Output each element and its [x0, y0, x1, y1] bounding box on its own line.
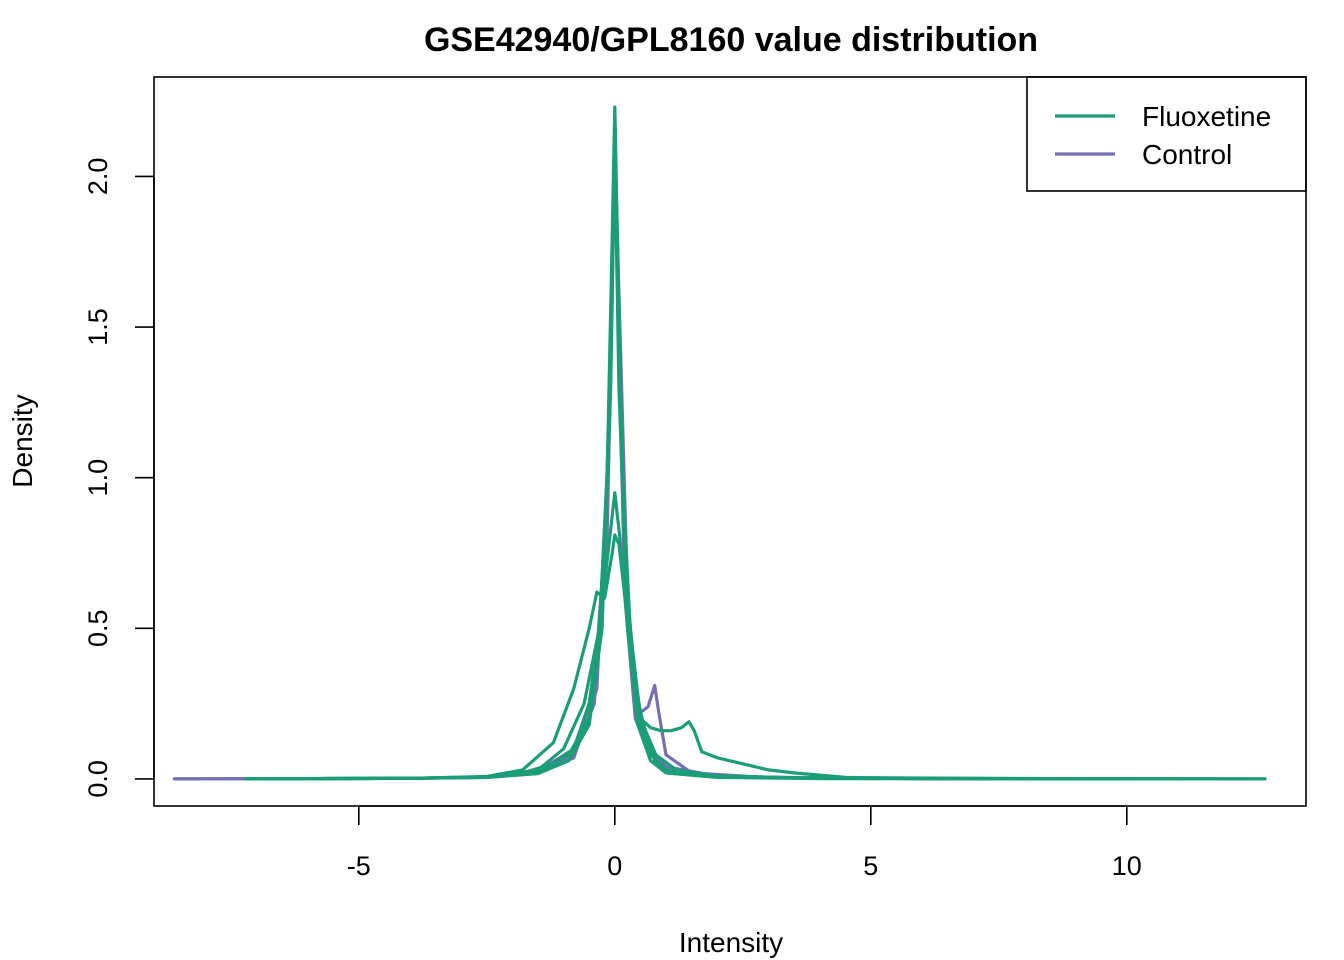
- x-tick-label: 0: [607, 851, 622, 881]
- density-curve-fluoxetine-5: [244, 533, 1267, 781]
- density-curve-fluoxetine-8: [244, 114, 1129, 781]
- x-tick-label: -5: [347, 851, 371, 881]
- legend-label-control: Control: [1142, 139, 1232, 170]
- legend-label-fluoxetine: Fluoxetine: [1142, 101, 1271, 132]
- x-tick-label: 10: [1112, 851, 1142, 881]
- density-curve-control-1: [172, 114, 1211, 781]
- x-axis-label: Intensity: [679, 927, 783, 958]
- chart-title: GSE42940/GPL8160 value distribution: [424, 21, 1038, 59]
- density-curve-fluoxetine-6: [244, 491, 1129, 781]
- y-tick-label: 1.0: [83, 459, 113, 497]
- x-axis: -5 0 5 10: [347, 805, 1142, 881]
- density-curve-control-3: [229, 144, 1078, 781]
- y-axis: 0.0 0.5 1.0 1.5 2.0: [83, 158, 155, 798]
- y-tick-label: 1.5: [83, 308, 113, 346]
- y-tick-label: 0.0: [83, 760, 113, 798]
- density-curve-control-2: [172, 129, 1180, 781]
- legend-box: [1026, 76, 1307, 192]
- density-curves: [172, 105, 1267, 781]
- y-tick-label: 2.0: [83, 158, 113, 196]
- x-tick-label: 5: [863, 851, 878, 881]
- density-curve-fluoxetine-7: [244, 144, 1129, 781]
- y-tick-label: 0.5: [83, 609, 113, 647]
- density-curve-fluoxetine-4: [244, 105, 1267, 781]
- y-axis-label: Density: [7, 394, 38, 487]
- plot-frame: [153, 76, 1307, 807]
- legend: Fluoxetine Control: [1026, 76, 1307, 192]
